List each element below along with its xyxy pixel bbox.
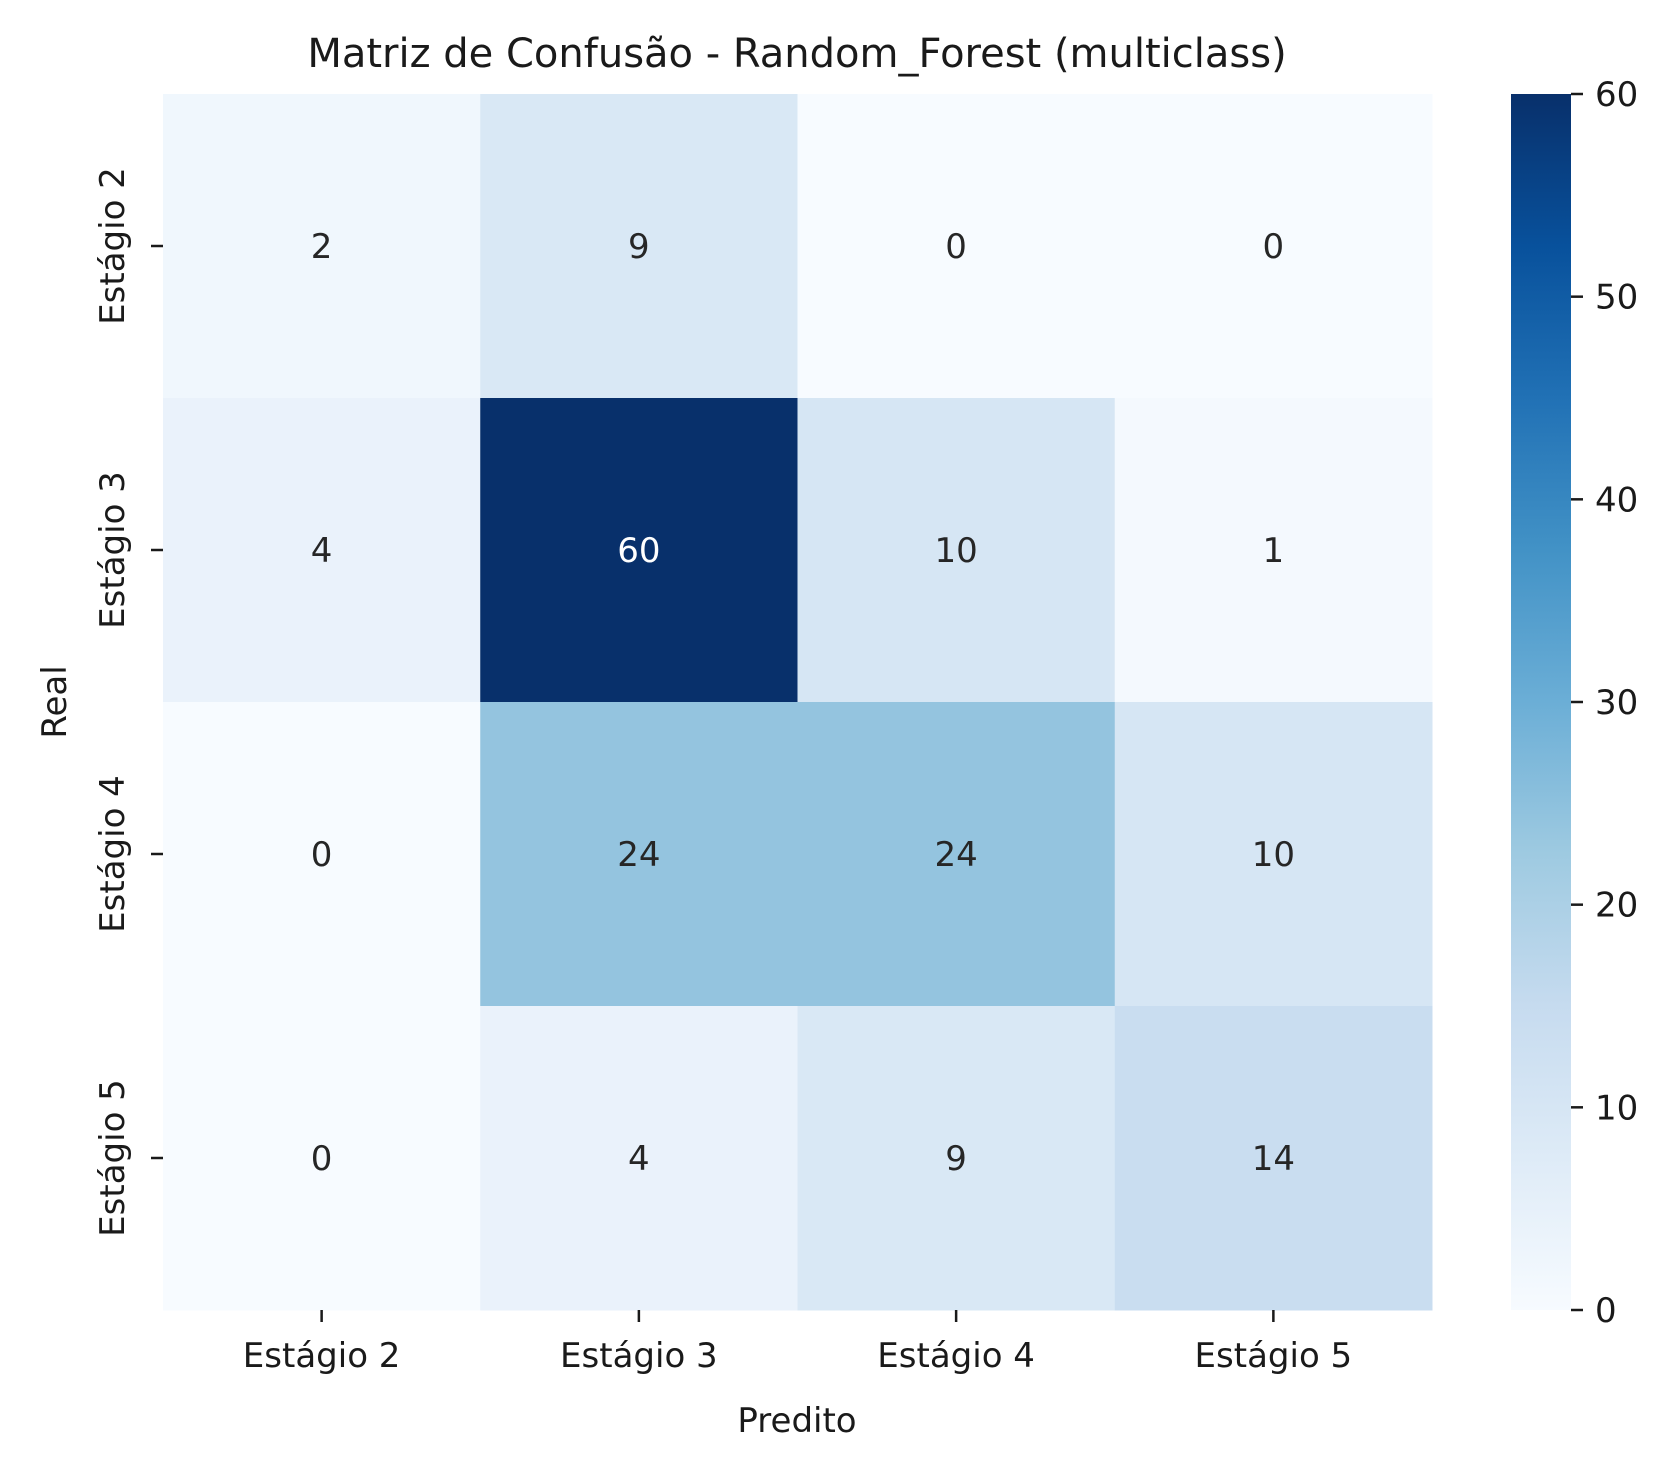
y-tick-label: Estágio 4 <box>93 775 133 933</box>
cell-value-label: 1 <box>1263 531 1285 571</box>
heatmap-cell <box>797 1006 1116 1311</box>
heatmap-cell <box>797 702 1116 1007</box>
cell-value-label: 10 <box>934 531 977 571</box>
y-axis-label: Real <box>35 665 75 738</box>
cell-value-label: 0 <box>311 1139 333 1179</box>
heatmap-cell <box>163 1006 481 1311</box>
x-tick-label: Estágio 3 <box>560 1336 718 1376</box>
heatmap-cell <box>480 398 798 703</box>
heatmap-cell <box>163 398 481 703</box>
cell-value-label: 0 <box>311 835 333 875</box>
y-tick-label: Estágio 5 <box>93 1079 133 1237</box>
cell-value-label: 9 <box>628 227 650 267</box>
y-axis-ticks: Estágio 2 Estágio 3 Estágio 4 Estágio 5 <box>93 167 163 1237</box>
heatmap-cell <box>480 1006 798 1311</box>
x-axis-label: Predito <box>737 1401 856 1441</box>
x-tick-label: Estágio 2 <box>243 1336 401 1376</box>
y-tick-label: Estágio 2 <box>93 167 133 325</box>
heatmap-cell <box>163 94 481 399</box>
colorbar-ticks: 0 10 20 30 40 50 60 <box>1571 75 1638 1331</box>
colorbar-tick-label: 20 <box>1595 886 1638 926</box>
y-tick-label: Estágio 3 <box>93 471 133 629</box>
heatmap-cell <box>1114 702 1433 1007</box>
cell-value-label: 14 <box>1252 1139 1295 1179</box>
cell-value-label: 2 <box>311 227 333 267</box>
heatmap-cell <box>1114 94 1433 399</box>
colorbar-tick-label: 10 <box>1595 1088 1638 1128</box>
cell-value-label: 4 <box>628 1139 650 1179</box>
heatmap-cell <box>480 702 798 1007</box>
chart-title: Matriz de Confusão - Random_Forest (mult… <box>307 31 1286 77</box>
cell-value-label: 9 <box>945 1139 967 1179</box>
cell-value-label: 10 <box>1252 835 1295 875</box>
heatmap-cell <box>797 398 1116 703</box>
heatmap-cell <box>1114 398 1433 703</box>
cell-value-label: 24 <box>934 835 977 875</box>
heatmap-cell <box>1114 1006 1433 1311</box>
cell-value-label: 0 <box>1263 227 1285 267</box>
colorbar-tick-label: 30 <box>1595 683 1638 723</box>
x-tick-label: Estágio 5 <box>1195 1336 1353 1376</box>
x-tick-label: Estágio 4 <box>877 1336 1035 1376</box>
cell-value-label: 24 <box>617 835 660 875</box>
cell-value-label: 4 <box>311 531 333 571</box>
colorbar <box>1511 94 1571 1310</box>
heatmap-cell <box>797 94 1116 399</box>
colorbar-tick-label: 40 <box>1595 480 1638 520</box>
x-axis-ticks: Estágio 2 Estágio 3 Estágio 4 Estágio 5 <box>243 1310 1352 1376</box>
cell-value-label: 60 <box>617 531 660 571</box>
heatmap-cell <box>163 702 481 1007</box>
colorbar-tick-label: 50 <box>1595 278 1638 318</box>
heatmap-cell <box>480 94 798 399</box>
colorbar-tick-label: 0 <box>1595 1291 1617 1331</box>
colorbar-tick-label: 60 <box>1595 75 1638 115</box>
cell-value-label: 0 <box>945 227 967 267</box>
heatmap-cells: 2 9 0 04 60 10 10 24 24 100 4 9 14 <box>163 94 1433 1311</box>
